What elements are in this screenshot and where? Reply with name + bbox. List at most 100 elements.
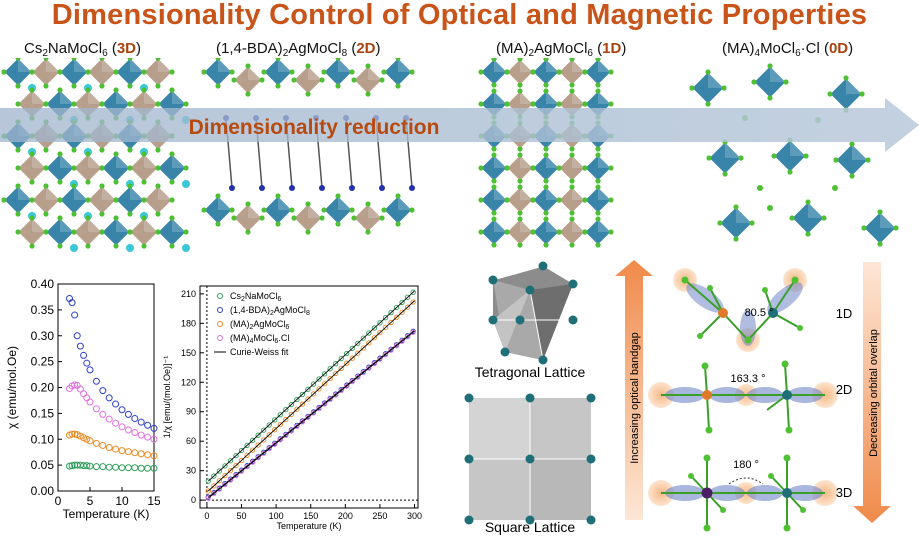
octahedron-0d [861,209,899,247]
data-point [299,391,306,397]
data-point [216,468,223,474]
data-point [410,289,416,295]
data-point [112,445,120,453]
data-point [118,447,126,455]
structure-0d [689,63,899,247]
bond-2d: 163.3 ° 2D [648,360,852,434]
data-point [80,434,88,442]
octahedron-3d [127,215,161,249]
octahedron-2d [351,63,385,97]
data-point [310,391,317,397]
data-point [80,351,88,359]
octahedron-1d [504,58,536,88]
data-point [277,437,283,443]
octahedron-1d [530,58,562,88]
data-point [105,415,113,423]
y-tick-label: 0.35 [31,303,55,317]
data-point [131,464,139,472]
structure-label-3d: Cs2NaMoCl6 (3D) [24,40,142,59]
data-point [393,314,400,320]
data-point [99,387,107,395]
data-point [211,483,217,489]
x-tick-label: 15 [147,494,160,508]
data-point [99,463,107,471]
data-point [338,387,344,394]
octahedron-3d [155,215,189,249]
data-point [73,431,81,439]
data-point [410,329,416,335]
data-point [150,452,158,460]
cs-atom [182,180,190,188]
data-point [92,439,100,447]
octahedron-3d [71,215,105,249]
octahedron-1d [530,184,562,216]
data-point [266,422,272,428]
data-point [288,401,295,408]
data-point [144,433,152,441]
data-point [255,442,261,448]
data-point [332,361,339,367]
x-tick-label: 150 [303,511,318,521]
data-point [71,381,79,389]
square-lattice-drawing [464,393,596,525]
x-axis-label: Temperature (K) [276,521,341,531]
data-point [68,462,76,470]
data-point [222,481,228,488]
y-tick-label: 180 [181,318,196,328]
data-point [332,370,339,377]
data-point [71,311,79,319]
data-point [327,375,333,382]
data-point [371,361,378,367]
data-point [288,428,295,434]
octahedron-1d [582,152,614,184]
structure-label-2d: (1,4-BDA)2AgMoCl8 (2D) [216,40,381,59]
data-point [211,490,217,497]
data-point [288,411,295,418]
data-point [382,315,389,321]
octahedron-2d [231,63,265,97]
legend-label: (MA)2AgMoCl6 [230,319,289,331]
data-point [261,450,267,456]
data-point [68,299,76,307]
octahedron-1d [504,216,536,248]
octahedron-3d [113,58,147,89]
data-point [355,374,361,380]
octahedron-0d [833,141,871,179]
data-point [80,390,88,398]
data-point [382,324,389,331]
data-point [399,309,405,315]
data-point [371,335,378,341]
curie-weiss-fit-line [208,330,415,499]
data-point [294,406,300,412]
bond-angle-3d: 180 ° [733,459,759,471]
dim-label-1d: 1D [836,306,853,321]
data-point [238,447,245,454]
data-point [299,419,306,425]
y-tick-label: 210 [181,289,196,299]
n-atom [319,185,325,191]
data-point [244,452,250,458]
octahedron-0d [689,69,727,107]
n-atom [259,185,265,191]
x-tick-label: 300 [407,511,422,521]
data-point [349,378,355,385]
data-point [310,381,317,387]
structure-3d [1,58,190,252]
data-point [76,342,84,350]
dim-label-3d: 3D [836,485,853,500]
bond-3d: 180 ° 3D [648,454,853,532]
octahedron-3d [57,58,91,89]
octahedron-2d [321,58,355,89]
data-point [222,463,228,469]
data-point [137,418,145,426]
data-point [68,430,76,438]
data-point [349,355,355,361]
data-point [92,463,100,471]
data-point [299,401,306,407]
octahedron-2d [381,193,415,227]
data-point [305,386,311,392]
orbital-overlap-label: Decreasing orbital overlap [868,329,880,457]
data-point [255,432,261,438]
data-point [86,366,94,374]
crystal-structures-illustration: Dimensionality reduction [0,58,919,252]
